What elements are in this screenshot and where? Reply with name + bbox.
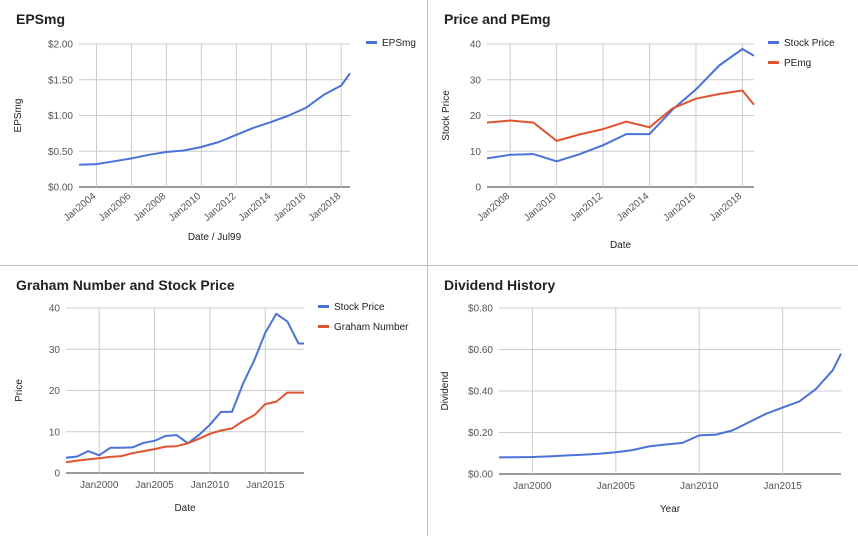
x-tick-label: Jan2008 xyxy=(132,191,169,224)
legend-swatch xyxy=(768,61,779,64)
legend-swatch xyxy=(318,305,329,308)
y-tick-label: $1.00 xyxy=(48,111,73,122)
legend-label: Stock Price xyxy=(334,302,385,313)
y-axis-title: Price xyxy=(14,379,25,402)
y-tick-label: 20 xyxy=(470,111,482,122)
legend-label: Stock Price xyxy=(784,38,835,49)
y-tick-label: 20 xyxy=(49,386,61,397)
y-tick-label: $0.20 xyxy=(468,428,493,439)
x-tick-label: Jan2012 xyxy=(569,191,606,224)
epsmg-chart: $0.00$0.50$1.00$1.50$2.00Jan2004Jan2006J… xyxy=(13,38,416,243)
y-tick-label: $0.00 xyxy=(468,470,493,481)
chart-title: Dividend History xyxy=(444,277,556,293)
price-pemg-chart-panel: Price and PEmg 0 10 20 30 40 Jan2008 Jan2010 Ja… xyxy=(428,0,858,266)
x-tick-label: Jan2014 xyxy=(237,191,274,224)
x-tick-label: Jan2006 xyxy=(97,191,134,224)
x-tick-label: Jan2016 xyxy=(661,191,698,224)
series-line-graham-number xyxy=(65,391,304,464)
x-tick-label: Jan2005 xyxy=(135,480,174,491)
y-tick-label: 10 xyxy=(470,147,482,158)
x-tick-label: Jan2010 xyxy=(191,480,230,491)
graham-number-chart-panel: Graham Number and Stock Price 0 10 20 30 40 J… xyxy=(0,266,428,536)
x-tick-label: Jan2012 xyxy=(202,191,239,224)
y-tick-label: $0.60 xyxy=(468,345,493,356)
series-line-stock-price xyxy=(486,48,755,163)
x-tick-label: Jan2004 xyxy=(62,191,99,224)
x-tick-label: Jan2010 xyxy=(680,481,719,492)
legend-label: PEmg xyxy=(784,58,811,69)
chart-title: EPSmg xyxy=(16,11,66,27)
series-line-dividend xyxy=(498,353,842,459)
x-tick-label: Jan2005 xyxy=(597,481,636,492)
x-tick-label: Jan2000 xyxy=(80,480,119,491)
legend-swatch xyxy=(768,41,779,44)
y-axis-title: EPSmg xyxy=(13,99,24,133)
y-tick-label: $0.80 xyxy=(468,304,493,315)
x-tick-label: Jan2000 xyxy=(513,481,552,492)
y-tick-label: 30 xyxy=(470,75,482,86)
x-axis-title: Date / Jul99 xyxy=(188,232,242,243)
graham-number-chart: 0 10 20 30 40 Jan2000 Jan2005 Jan2010 Jan2015 Sto… xyxy=(14,302,409,514)
y-tick-label: $0.40 xyxy=(468,387,493,398)
legend-label: Graham Number xyxy=(334,322,409,333)
x-tick-label: Jan2014 xyxy=(615,191,652,224)
y-axis-title: Dividend xyxy=(440,372,451,411)
x-axis-title: Date xyxy=(610,240,632,251)
legend-swatch xyxy=(366,41,377,44)
y-tick-label: 0 xyxy=(475,183,481,194)
epsmg-chart-panel: EPSmg $0.00 $0.50 $1.00 $1.50 $2.00 Jan2004 Ja… xyxy=(0,0,428,266)
x-tick-label: Jan2010 xyxy=(167,191,204,224)
dividend-history-chart-panel: Dividend History $0.00 $0.20 $0.40 $0.60 $0.… xyxy=(428,266,858,536)
series-line-stock-price xyxy=(65,312,304,459)
price-pemg-chart: 0 10 20 30 40 Jan2008 Jan2010 Jan2012 Jan2014 Jan… xyxy=(441,38,835,251)
y-tick-label: $0.00 xyxy=(48,183,73,194)
x-tick-label: Jan2015 xyxy=(763,481,802,492)
y-tick-label: $0.50 xyxy=(48,147,73,158)
dividend-history-chart: $0.00 $0.20 $0.40 $0.60 $0.80 Jan2000 Jan2005 J… xyxy=(440,304,842,515)
y-tick-label: 40 xyxy=(470,40,482,51)
series-line-epsmg xyxy=(78,72,351,166)
y-tick-label: 40 xyxy=(49,304,61,315)
x-tick-label: Jan2016 xyxy=(272,191,309,224)
y-tick-label: 10 xyxy=(49,427,61,438)
y-axis-title: Stock Price xyxy=(441,90,452,141)
y-tick-label: $1.50 xyxy=(48,75,73,86)
x-tick-label: Jan2018 xyxy=(708,191,745,224)
chart-title: Graham Number and Stock Price xyxy=(16,277,235,293)
x-axis-title: Year xyxy=(660,504,681,515)
x-tick-label: Jan2018 xyxy=(307,191,344,224)
series-line-pemg xyxy=(486,89,755,142)
y-tick-label: $2.00 xyxy=(48,40,73,51)
x-tick-label: Jan2008 xyxy=(476,191,513,224)
x-tick-label: Jan2010 xyxy=(522,191,559,224)
legend-swatch xyxy=(318,325,329,328)
y-tick-label: 30 xyxy=(49,345,61,356)
x-axis-title: Date xyxy=(174,503,196,514)
chart-title: Price and PEmg xyxy=(444,11,551,27)
y-tick-label: 0 xyxy=(54,469,60,480)
legend-label: EPSmg xyxy=(382,38,416,49)
x-tick-label: Jan2015 xyxy=(246,480,285,491)
